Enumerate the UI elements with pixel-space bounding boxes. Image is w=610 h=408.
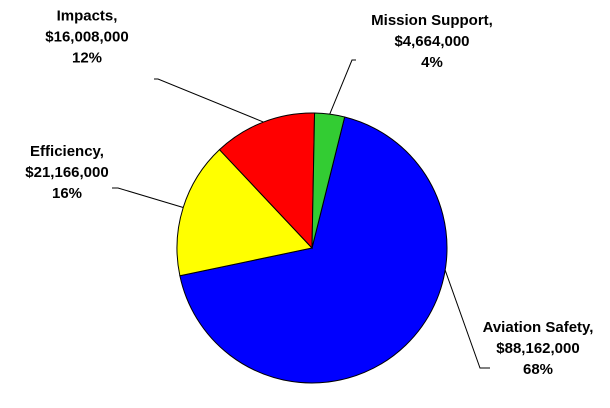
slice-percent-label-efficiency: 16% (52, 185, 82, 202)
slice-label-environmental-impacts: Environmental Impacts, $16,008,000 12% (35, 0, 139, 67)
pie-slice-aviation-safety (179, 116, 448, 384)
slice-name-label-aviation-safety: Aviation Safety, (483, 319, 594, 336)
pie-slice-efficiency (176, 148, 313, 277)
slice-percent-label-aviation-safety: 68% (523, 361, 553, 378)
leader-lines (112, 59, 490, 369)
slice-value-label-aviation-safety: $88,162,000 (496, 340, 579, 357)
slice-percent-label-mission-support: 4% (421, 54, 443, 71)
slice-value-label-environmental-impacts: $16,008,000 (45, 29, 128, 46)
slice-percent-label-environmental-impacts: 12% (72, 50, 102, 67)
slice-label-mission-support: Mission Support, $4,664,000 4% (371, 12, 493, 71)
slice-name-label-environmental-impacts: Environmental (35, 0, 139, 4)
slice-value-label-mission-support: $4,664,000 (394, 33, 469, 50)
slice-name-label-mission-support: Mission Support, (371, 12, 493, 29)
slice-label-aviation-safety: Aviation Safety, $88,162,000 68% (483, 319, 594, 378)
leader-line-environmental-impacts (154, 78, 264, 123)
leader-line-aviation-safety (444, 269, 490, 369)
slice-name-label-efficiency: Efficiency, (30, 143, 104, 160)
slice-label-efficiency: Efficiency, $21,166,000 16% (25, 143, 108, 202)
leader-line-mission-support (329, 59, 356, 115)
slice-name-label-environmental-impacts: Impacts, (57, 8, 118, 25)
slice-labels: Aviation Safety, $88,162,000 68% Efficiency… (25, 0, 593, 378)
leader-line-efficiency (112, 187, 184, 209)
slice-value-label-efficiency: $21,166,000 (25, 164, 108, 181)
pie-slices (176, 112, 448, 384)
pie-slice-environmental-impacts (218, 112, 316, 250)
